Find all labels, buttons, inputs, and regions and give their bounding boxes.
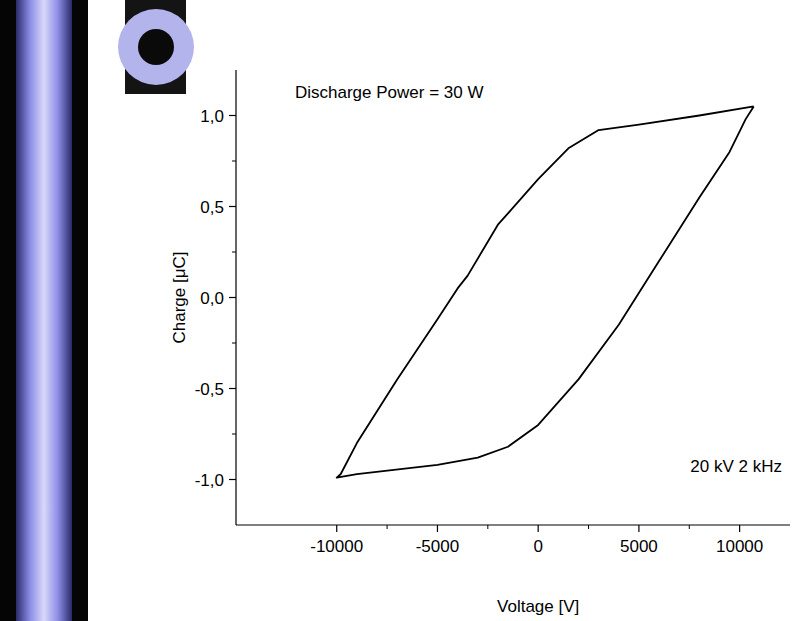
tube-photo [0,0,88,621]
x-tick-label: 10000 [716,537,763,556]
chart: -10000 -5000 0 5000 10000 -1,0 -0,5 0,0 0,5 1,0 Vo… [0,0,809,621]
plot-area [337,106,754,477]
ring-glow [118,9,194,85]
y-tick-label: 0,0 [200,289,224,308]
x-tick [638,525,639,532]
ring-hole [138,29,174,65]
x-tick [538,525,539,532]
x-tick-label: -5000 [416,537,459,556]
y-tick [229,479,236,480]
annotation: Discharge Power = 30 W [295,83,484,102]
x-axis [236,524,790,525]
y-tick-label: -0,5 [195,380,224,399]
x-tick [739,525,740,532]
y-tick [229,115,236,116]
y-tick-label: -1,0 [195,471,224,490]
y-minor-tick [232,343,236,344]
tube-glow [16,0,72,621]
x-tick-label: 5000 [620,537,658,556]
x-tick [437,525,438,532]
x-tick-label: -10000 [310,537,363,556]
x-minor-tick [588,525,589,529]
y-minor-tick [232,434,236,435]
y-minor-tick [232,252,236,253]
x-tick [336,525,337,532]
x-minor-tick [487,525,488,529]
y-tick-label: 0,5 [200,198,224,217]
x-minor-tick [387,525,388,529]
y-tick [229,297,236,298]
y-tick-label: 1,0 [200,107,224,126]
x-tick-label: 0 [533,537,542,556]
y-tick [229,388,236,389]
y-minor-tick [232,161,236,162]
x-minor-tick [689,525,690,529]
y-axis-title: Charge [μC] [170,252,189,344]
x-axis-title: Voltage [V] [497,597,579,616]
annotation: 20 kV 2 kHz [690,457,782,476]
qv-loop [337,106,754,477]
y-tick [229,206,236,207]
